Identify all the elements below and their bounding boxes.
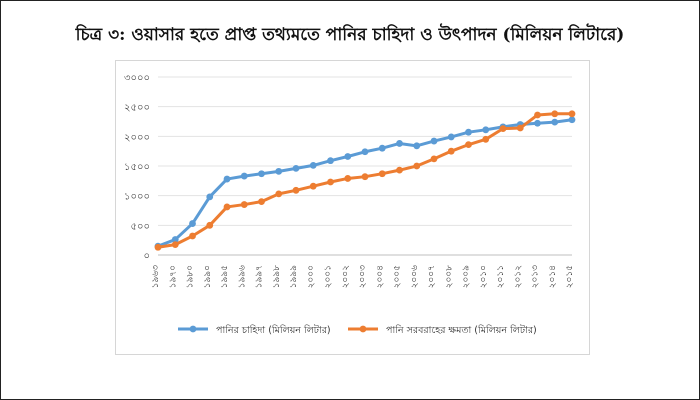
data-point — [223, 203, 231, 211]
x-tick-label: ১৯৮০ — [186, 265, 196, 288]
data-point — [482, 135, 490, 143]
x-tick-label: ২০০০ — [306, 265, 316, 288]
x-tick-label: ১৯৬৩ — [151, 265, 161, 289]
x-tick-label: ২০১২ — [513, 265, 523, 289]
data-point — [534, 111, 541, 119]
y-tick-label: ১৫০০ — [124, 162, 150, 173]
data-point — [171, 241, 179, 249]
data-point — [413, 142, 421, 150]
data-point — [327, 157, 334, 165]
data-point — [361, 173, 369, 181]
data-point — [413, 162, 421, 170]
chart-title: চিত্র ৩: ওয়াসার হতে প্রাপ্ত তথ্যমতে পান… — [75, 25, 625, 45]
data-point — [206, 193, 214, 201]
line-chart: ০ ৫০০ ১০০০ ১৫০০ ২০০০ ২৫০০ ৩০০০ ১৯৬৩ ১৯৭০ ১৯৮০ ১৯৯০… — [124, 73, 576, 336]
data-point — [516, 124, 524, 132]
x-tick-label: ২০০৪ — [375, 265, 385, 288]
data-point — [258, 170, 265, 178]
data-point — [292, 164, 300, 172]
data-point — [189, 220, 196, 227]
legend-label: পানির চাহিদা (মিলিয়ন লিটার) — [216, 323, 331, 336]
data-point — [223, 175, 231, 183]
y-tick-label: ৫০০ — [131, 221, 151, 232]
x-tick-label: ২০০১ — [324, 265, 334, 288]
data-point — [465, 128, 472, 136]
x-tick-label: ২০১৩ — [531, 265, 541, 289]
x-tick-label: ১৯৯০ — [203, 265, 213, 288]
legend-marker — [359, 325, 367, 333]
data-point — [275, 190, 283, 198]
x-tick-label: ২০০৯ — [462, 265, 472, 289]
data-point — [206, 221, 214, 229]
x-tick-label: ২০০৫ — [393, 265, 403, 288]
data-point — [309, 162, 317, 169]
data-point — [551, 118, 559, 126]
data-point — [344, 175, 352, 182]
x-tick-label: ১৯৯৯ — [289, 265, 299, 289]
data-point — [292, 186, 300, 194]
x-tick-label: ১৯৭০ — [168, 265, 178, 288]
data-point — [171, 236, 179, 243]
x-tick-label: ২০০৬ — [410, 265, 420, 289]
x-tick-label: ১৯৯৫ — [220, 265, 230, 288]
data-point — [327, 178, 334, 186]
data-point — [447, 133, 455, 141]
data-point — [378, 170, 386, 178]
data-point — [396, 140, 403, 147]
data-point — [240, 172, 248, 180]
data-point — [344, 153, 352, 160]
data-point — [361, 148, 369, 156]
series-line-2 — [157, 112, 572, 249]
data-point — [499, 125, 507, 133]
series-line-1 — [157, 118, 573, 248]
x-tick-label: ২০১৪ — [548, 265, 558, 288]
legend-marker — [189, 325, 197, 333]
data-point — [240, 201, 248, 208]
data-point — [465, 141, 472, 149]
y-tick-label: ৩০০০ — [124, 73, 150, 84]
y-tick-label: ১০০০ — [124, 192, 150, 203]
data-point — [534, 119, 541, 127]
data-point — [568, 110, 576, 118]
data-point — [447, 147, 455, 155]
chart-area: ০ ৫০০ ১০০০ ১৫০০ ২০০০ ২৫০০ ৩০০০ ১৯৬৩ ১৯৭০ ১৯৮০ ১৯৯০… — [115, 60, 590, 355]
x-tick-label: ২০০২ — [341, 265, 351, 289]
x-tick-label: ২০০৮ — [444, 265, 454, 289]
data-point — [275, 167, 283, 175]
x-tick-label: ২০০৭ — [427, 265, 437, 288]
data-point — [430, 137, 438, 145]
y-tick-label: ২০০০ — [124, 132, 150, 143]
data-point — [482, 126, 490, 134]
data-point — [258, 198, 265, 206]
y-tick-label: ০ — [143, 251, 150, 262]
x-tick-label: ১৯৯৬ — [237, 265, 247, 289]
data-point — [378, 144, 386, 152]
x-tick-label: ২০০৩ — [358, 265, 368, 289]
y-tick-label: ২৫০০ — [124, 103, 150, 114]
x-tick-label: ১৯৯৭ — [255, 265, 265, 288]
x-tick-label: ২০১০ — [479, 265, 489, 288]
x-tick-label: ২০১৫ — [565, 265, 575, 288]
data-point — [189, 232, 196, 240]
x-tick-label: ১৯৯৮ — [272, 265, 282, 289]
data-point — [430, 155, 438, 163]
data-point — [551, 110, 559, 118]
data-point — [309, 182, 317, 190]
x-tick-label: ২০১১ — [496, 265, 506, 288]
legend-label: পানি সরবরাহের ক্ষমতা (মিলিয়ন লিটার) — [386, 323, 537, 336]
data-point — [396, 166, 403, 174]
data-point — [568, 116, 576, 124]
data-point — [154, 243, 162, 251]
